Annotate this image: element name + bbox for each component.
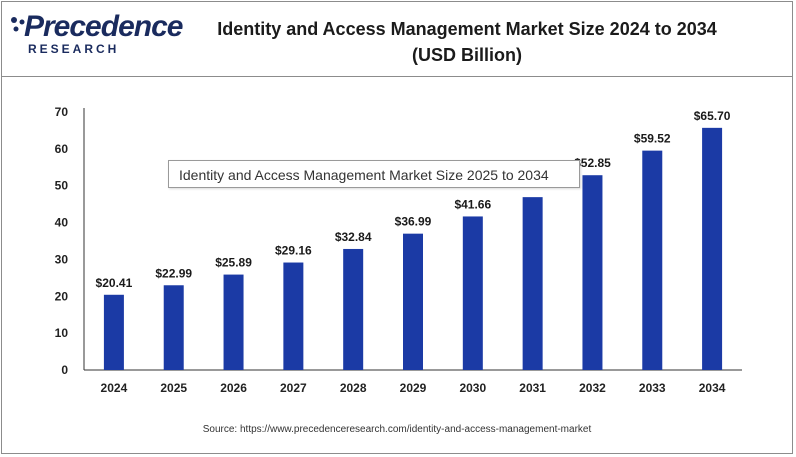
x-tick-label: 2030 (459, 381, 486, 395)
header: Precedence RESEARCH Identity and Access … (2, 2, 792, 77)
data-label: $52.85 (574, 156, 611, 170)
y-tick-label: 30 (55, 252, 69, 266)
bar (582, 175, 603, 370)
x-tick-label: 2024 (101, 381, 128, 395)
bar (702, 127, 723, 370)
x-tick-label: 2032 (579, 381, 606, 395)
y-tick-label: 50 (55, 179, 69, 193)
data-label: $20.41 (96, 276, 133, 290)
x-tick-label: 2031 (519, 381, 546, 395)
x-tick-label: 2034 (699, 381, 726, 395)
data-label: $36.99 (395, 215, 432, 229)
precedence-logo-icon (11, 17, 25, 32)
y-tick-label: 70 (55, 105, 69, 119)
logo-wordmark: Precedence (24, 10, 183, 43)
data-label: $29.16 (275, 244, 312, 258)
data-label: $59.52 (634, 132, 671, 146)
chart-title-line2: (USD Billion) (412, 45, 522, 65)
x-tick-label: 2033 (639, 381, 666, 395)
y-tick-label: 20 (55, 289, 69, 303)
data-label: $25.89 (215, 256, 252, 270)
x-tick-label: 2029 (400, 381, 427, 395)
y-tick-label: 10 (55, 326, 69, 340)
x-tick-label: 2028 (340, 381, 367, 395)
bar (403, 233, 423, 370)
y-tick-label: 0 (61, 363, 68, 377)
hover-tooltip: Identity and Access Management Market Si… (168, 160, 580, 188)
bar (642, 150, 663, 370)
bar (163, 285, 184, 370)
bar (103, 294, 124, 370)
x-tick-label: 2026 (220, 381, 247, 395)
bar (462, 216, 483, 370)
chart-title-line1: Identity and Access Management Market Si… (217, 19, 717, 39)
bar-chart: 0102030405060702024$20.412025$22.992026$… (55, 105, 742, 395)
bar (343, 248, 364, 370)
data-label: $32.84 (335, 230, 372, 244)
data-label: $65.70 (694, 109, 731, 123)
y-tick-label: 40 (55, 216, 69, 230)
brand-logo: Precedence RESEARCH (10, 10, 183, 64)
y-tick-label: 60 (55, 142, 69, 156)
chart-title: Identity and Access Management Market Si… (172, 16, 762, 68)
data-label: $22.99 (155, 266, 192, 280)
bar (522, 197, 543, 370)
x-tick-label: 2025 (160, 381, 187, 395)
bar (223, 274, 244, 370)
bar (283, 262, 304, 370)
logo-subtitle: RESEARCH (28, 42, 120, 56)
data-label: $41.66 (454, 197, 491, 211)
source-note[interactable]: Source: https://www.precedenceresearch.c… (202, 424, 592, 435)
x-tick-label: 2027 (280, 381, 307, 395)
